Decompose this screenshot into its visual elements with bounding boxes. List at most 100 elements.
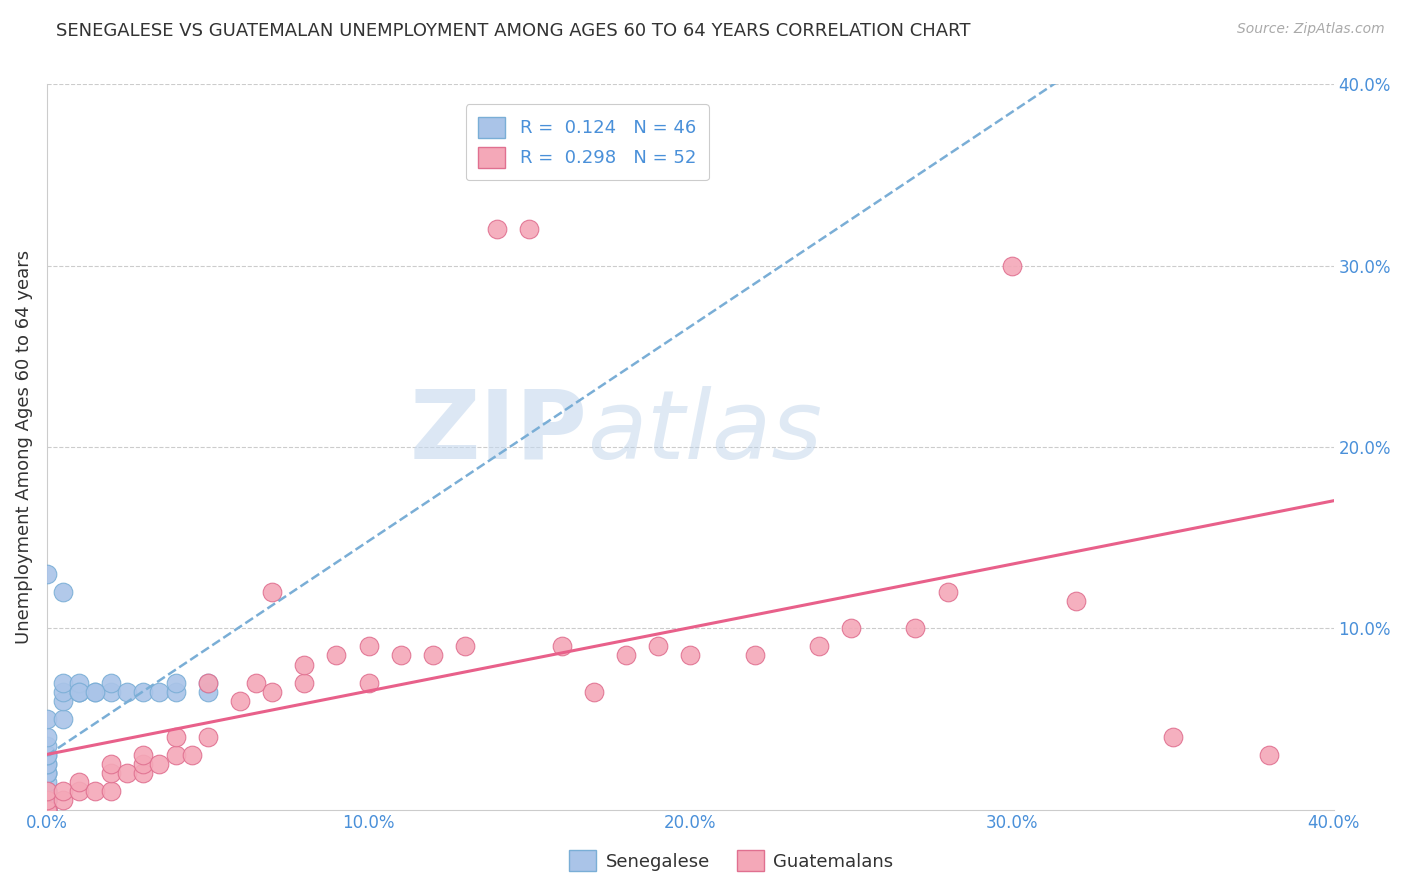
Point [148, 757, 170, 772]
Point [52, 784, 75, 798]
Point [904, 621, 927, 635]
Point [1161, 730, 1184, 744]
Point [148, 684, 170, 698]
Point [262, 585, 284, 599]
Point [35, 757, 58, 772]
Point [35, 739, 58, 753]
Text: SENEGALESE VS GUATEMALAN UNEMPLOYMENT AMONG AGES 60 TO 64 YEARS CORRELATION CHAR: SENEGALESE VS GUATEMALAN UNEMPLOYMENT AM… [56, 22, 970, 40]
Y-axis label: Unemployment Among Ages 60 to 64 years: Unemployment Among Ages 60 to 64 years [15, 250, 32, 644]
Point [357, 675, 380, 690]
Point [292, 657, 315, 672]
Point [35, 712, 58, 726]
Point [67, 684, 90, 698]
Point [744, 648, 766, 663]
Point [165, 748, 187, 763]
Point [422, 648, 444, 663]
Point [35, 803, 58, 817]
Point [35, 803, 58, 817]
Point [35, 766, 58, 780]
Point [52, 793, 75, 807]
Point [84, 784, 107, 798]
Point [454, 640, 477, 654]
Point [67, 784, 90, 798]
Point [197, 730, 219, 744]
Point [52, 712, 75, 726]
Point [165, 730, 187, 744]
Point [679, 648, 702, 663]
Point [35, 748, 58, 763]
Point [35, 748, 58, 763]
Point [614, 648, 637, 663]
Text: Source: ZipAtlas.com: Source: ZipAtlas.com [1237, 22, 1385, 37]
Point [35, 730, 58, 744]
Point [519, 222, 541, 236]
Point [35, 803, 58, 817]
Point [1001, 259, 1024, 273]
Point [100, 684, 122, 698]
Point [35, 566, 58, 581]
Point [35, 793, 58, 807]
Point [84, 684, 107, 698]
Point [35, 793, 58, 807]
Point [647, 640, 669, 654]
Point [35, 793, 58, 807]
Point [35, 803, 58, 817]
Point [52, 684, 75, 698]
Point [357, 640, 380, 654]
Point [100, 675, 122, 690]
Point [35, 803, 58, 817]
Point [35, 803, 58, 817]
Text: atlas: atlas [588, 386, 823, 479]
Point [197, 684, 219, 698]
Point [35, 803, 58, 817]
Point [84, 684, 107, 698]
Point [117, 766, 139, 780]
Point [117, 684, 139, 698]
Point [132, 684, 155, 698]
Text: ZIP: ZIP [409, 386, 588, 479]
Point [35, 784, 58, 798]
Point [52, 675, 75, 690]
Point [52, 694, 75, 708]
Point [67, 684, 90, 698]
Point [936, 585, 959, 599]
Point [132, 757, 155, 772]
Point [180, 748, 202, 763]
Legend: Senegalese, Guatemalans: Senegalese, Guatemalans [562, 843, 900, 879]
Point [582, 684, 605, 698]
Point [35, 793, 58, 807]
Point [807, 640, 830, 654]
Point [165, 675, 187, 690]
Point [229, 694, 252, 708]
Point [35, 784, 58, 798]
Point [165, 684, 187, 698]
Point [100, 766, 122, 780]
Point [35, 766, 58, 780]
Point [262, 684, 284, 698]
Point [35, 803, 58, 817]
Point [67, 775, 90, 789]
Point [197, 675, 219, 690]
Point [35, 775, 58, 789]
Point [292, 675, 315, 690]
Point [100, 757, 122, 772]
Point [550, 640, 572, 654]
Point [325, 648, 347, 663]
Point [839, 621, 862, 635]
Point [100, 784, 122, 798]
Point [67, 684, 90, 698]
Point [486, 222, 509, 236]
Point [35, 784, 58, 798]
Point [35, 803, 58, 817]
Point [35, 757, 58, 772]
Point [67, 675, 90, 690]
Point [1064, 594, 1087, 608]
Legend: R =  0.124   N = 46, R =  0.298   N = 52: R = 0.124 N = 46, R = 0.298 N = 52 [465, 104, 709, 180]
Point [132, 748, 155, 763]
Point [245, 675, 267, 690]
Point [35, 803, 58, 817]
Point [1258, 748, 1281, 763]
Point [132, 766, 155, 780]
Point [389, 648, 412, 663]
Point [197, 675, 219, 690]
